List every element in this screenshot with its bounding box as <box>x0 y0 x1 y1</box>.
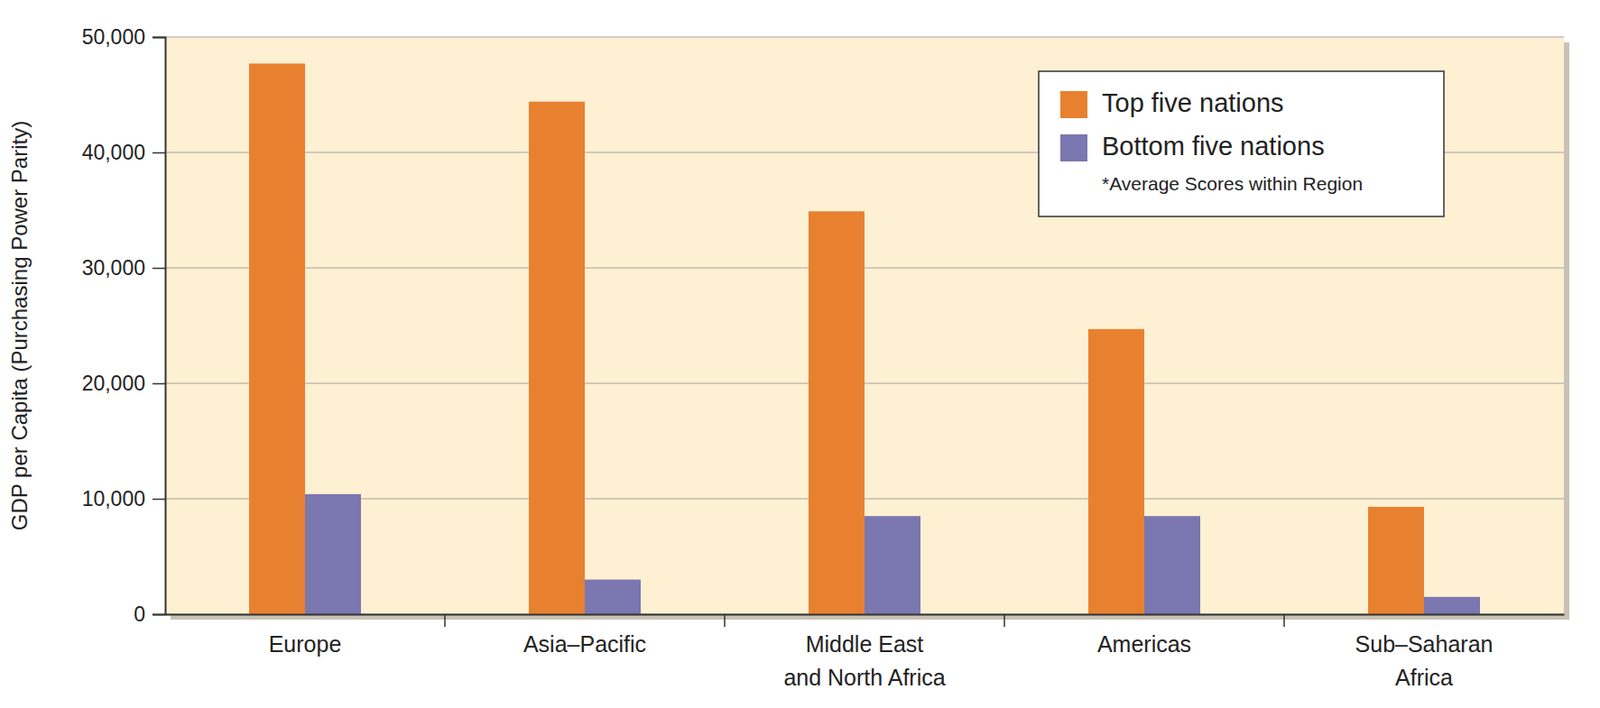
y-tick-mark <box>152 383 166 386</box>
legend-label: Top five nations <box>1101 88 1285 118</box>
bar <box>1144 516 1201 615</box>
y-axis-line <box>152 37 167 616</box>
bar <box>864 516 921 615</box>
bar <box>528 101 585 615</box>
y-tick: 50,000 <box>82 25 166 49</box>
grid-line <box>165 613 1564 615</box>
x-tick: Sub–SaharanAfrica <box>1355 614 1494 691</box>
x-tick: Americas <box>1097 614 1192 657</box>
x-tick-label: Americas <box>1097 631 1192 657</box>
x-separators <box>444 614 1285 628</box>
y-tick: 10,000 <box>82 487 166 511</box>
x-tick-label: Sub–SaharanAfrica <box>1355 631 1494 692</box>
bars <box>249 63 1480 615</box>
y-tick: 30,000 <box>82 256 166 280</box>
y-tick-label: 10,000 <box>82 487 146 511</box>
legend-swatch <box>1060 91 1088 119</box>
legend: Top five nations Bottom five nations *Aver… <box>1038 71 1444 217</box>
bar <box>808 211 865 615</box>
y-tick: 40,000 <box>82 140 166 165</box>
bar <box>1368 507 1425 615</box>
chart: 0 10,000 20,000 30,000 40,000 50,000 Europe Asi… <box>0 0 1600 708</box>
plot: 0 10,000 20,000 30,000 40,000 50,000 Europe Asi… <box>82 25 1570 691</box>
x-tick-label: Middle Eastand North Africa <box>783 631 945 692</box>
y-tick-label: 0 <box>133 602 146 627</box>
x-tick: Asia–Pacific <box>523 614 647 657</box>
legend-swatch <box>1060 134 1088 162</box>
y-tick-mark <box>152 36 166 39</box>
y-tick-label: 40,000 <box>82 140 146 165</box>
y-tick-mark <box>152 499 166 501</box>
bar <box>305 494 361 615</box>
bar <box>584 580 641 615</box>
bar <box>249 63 306 615</box>
x-axis-line <box>166 614 1565 617</box>
bar <box>1088 329 1145 615</box>
legend-label: Bottom five nations <box>1101 131 1325 161</box>
x-tick-label: Asia–Pacific <box>523 631 647 657</box>
x-tick-label: Europe <box>268 631 343 657</box>
y-axis-title: GDP per Capita (Purchasing Power Parity) <box>7 120 32 531</box>
y-tick-mark <box>152 152 166 155</box>
y-tick-label: 30,000 <box>82 256 146 280</box>
bar <box>1424 597 1480 615</box>
x-tick: Europe <box>268 614 343 657</box>
legend-note: *Average Scores within Region <box>1101 173 1363 195</box>
x-separator <box>723 614 726 628</box>
y-axis: 0 10,000 20,000 30,000 40,000 50,000 <box>82 25 167 627</box>
y-tick: 20,000 <box>82 371 166 396</box>
plot-background <box>165 36 1564 615</box>
x-separator <box>1283 614 1286 628</box>
x-separator <box>443 614 446 628</box>
y-tick-mark <box>152 268 166 270</box>
y-tick-label: 50,000 <box>82 25 146 49</box>
y-tick: 0 <box>133 602 166 627</box>
y-tick-label: 20,000 <box>82 371 146 396</box>
y-tick-mark <box>152 614 166 617</box>
x-axis: Europe Asia–Pacific Middle Eastand North A… <box>166 614 1565 691</box>
grid <box>165 36 1564 615</box>
x-tick: Middle Eastand North Africa <box>783 614 945 691</box>
grid-line <box>165 36 1564 37</box>
x-separator <box>1003 614 1006 628</box>
legend-box <box>1038 71 1444 217</box>
